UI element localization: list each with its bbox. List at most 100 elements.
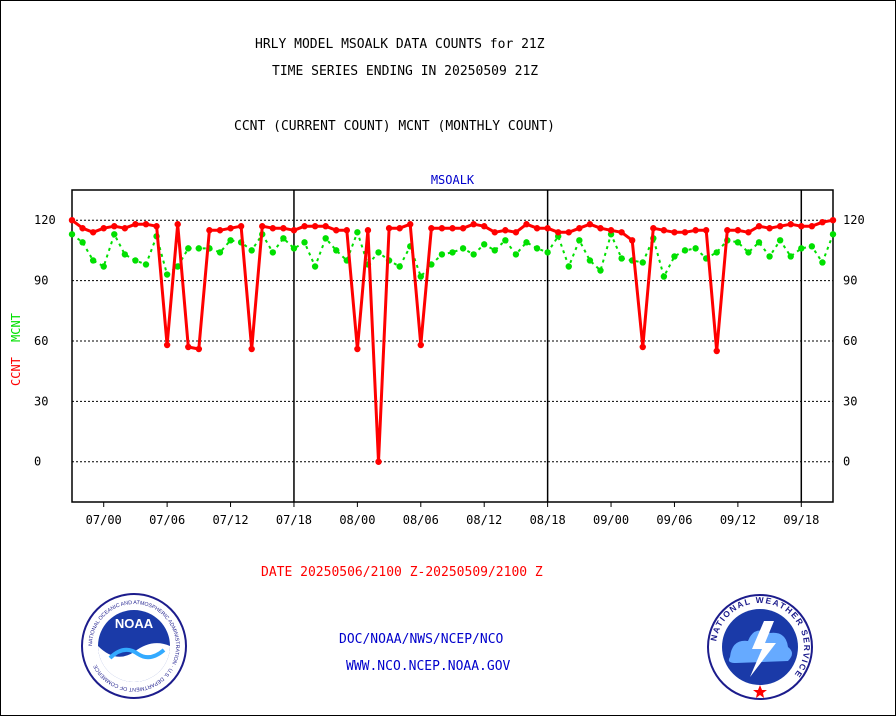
data-point-ccnt [597,225,604,232]
data-point-mcnt [829,231,837,238]
data-point-mcnt [597,267,604,274]
data-point-mcnt [89,257,97,264]
data-point-mcnt [819,259,826,266]
data-point-mcnt [576,237,583,244]
data-point-mcnt [301,239,308,246]
data-point-ccnt [407,221,414,228]
data-point-ccnt [89,229,97,236]
data-point-ccnt [491,229,498,236]
x-tick-label: 07/06 [149,513,185,527]
data-point-mcnt [322,235,329,242]
data-point-mcnt [269,249,277,256]
y-axis-label-mcnt: MCNT [9,313,23,342]
date-range-label: DATE 20250506/2100 Z-20250509/2100 Z [261,565,543,580]
data-point-mcnt [174,263,181,270]
data-point-mcnt [565,263,572,270]
data-point-mcnt [248,247,255,254]
data-point-ccnt [121,225,129,232]
data-point-ccnt [227,225,234,232]
plot-frame [71,189,834,503]
data-point-ccnt [692,227,699,234]
x-tick-label: 09/18 [783,513,819,527]
data-point-mcnt [428,261,435,268]
data-point-ccnt [713,347,720,355]
data-point-ccnt [819,219,826,226]
data-point-ccnt [333,227,340,234]
data-point-mcnt [185,245,192,252]
data-point-ccnt [428,225,435,232]
label-layer: 0 0 30 30 60 60 90 90 120 120 07/00 07/06 07/12 07/18… [9,173,865,527]
data-point-ccnt [681,229,689,236]
axis-layer [71,189,834,507]
data-point-ccnt [554,229,562,236]
data-point-ccnt [322,223,329,230]
data-point-mcnt [766,253,773,260]
series-layer [68,216,837,465]
data-point-ccnt [586,221,594,228]
data-point-mcnt [713,249,720,256]
data-point-ccnt [364,227,372,234]
data-point-mcnt [227,237,234,244]
data-point-ccnt [163,341,171,349]
data-point-mcnt [111,231,118,238]
x-tick-label: 09/00 [593,513,629,527]
chart-subtitle: CCNT (CURRENT COUNT) MCNT (MONTHLY COUNT… [234,119,555,134]
data-point-mcnt [68,231,76,238]
data-point-mcnt [163,271,171,278]
data-point-ccnt [808,223,816,230]
chart-title-line-2: TIME SERIES ENDING IN 20250509 21Z [272,64,539,79]
data-point-ccnt [650,225,657,232]
data-point-mcnt [459,245,467,252]
y-tick-label-left: 90 [34,274,48,288]
data-point-ccnt [185,343,192,351]
data-point-ccnt [259,223,266,230]
data-point-ccnt [724,227,731,234]
y-tick-label-right: 60 [843,334,857,348]
data-point-ccnt [354,345,361,353]
website-link[interactable]: WWW.NCO.NCEP.NOAA.GOV [346,659,511,674]
data-point-mcnt [100,263,107,270]
data-point-ccnt [79,225,86,232]
data-point-mcnt [787,253,794,260]
data-point-mcnt [745,249,752,256]
chart-title-line-1: HRLY MODEL MSOALK DATA COUNTS for 21Z [255,37,545,52]
org-link[interactable]: DOC/NOAA/NWS/NCEP/NCO [339,632,504,647]
data-point-ccnt [459,225,467,232]
data-point-mcnt [354,229,361,236]
data-point-ccnt [787,221,794,228]
data-point-ccnt [438,225,446,232]
data-point-ccnt [702,227,710,234]
data-point-ccnt [142,221,150,228]
data-point-mcnt [660,273,668,280]
data-point-ccnt [607,227,615,234]
grid-layer [72,219,833,463]
y-tick-label-right: 0 [843,455,850,469]
x-tick-label: 07/00 [86,513,122,527]
data-point-mcnt [79,239,86,246]
data-point-mcnt [290,245,298,252]
x-tick-label: 08/06 [403,513,439,527]
data-point-mcnt [533,245,541,252]
y-tick-label-right: 90 [843,274,857,288]
data-point-ccnt [829,216,837,224]
data-point-mcnt [121,251,129,258]
data-point-ccnt [470,221,477,228]
data-point-ccnt [153,223,160,230]
data-point-ccnt [396,225,403,232]
data-point-mcnt [132,257,139,264]
data-point-mcnt [142,261,150,268]
y-tick-label-left: 60 [34,334,48,348]
data-point-mcnt [396,263,403,270]
data-point-mcnt [798,245,805,252]
data-point-ccnt [533,225,541,232]
data-point-mcnt [671,253,678,260]
data-point-mcnt [586,257,594,264]
data-point-ccnt [132,221,139,228]
data-point-mcnt [481,241,488,248]
data-point-mcnt [195,245,203,252]
data-point-ccnt [639,343,646,351]
y-tick-label-right: 120 [843,213,865,227]
data-point-ccnt [671,229,678,236]
data-point-ccnt [100,225,107,232]
